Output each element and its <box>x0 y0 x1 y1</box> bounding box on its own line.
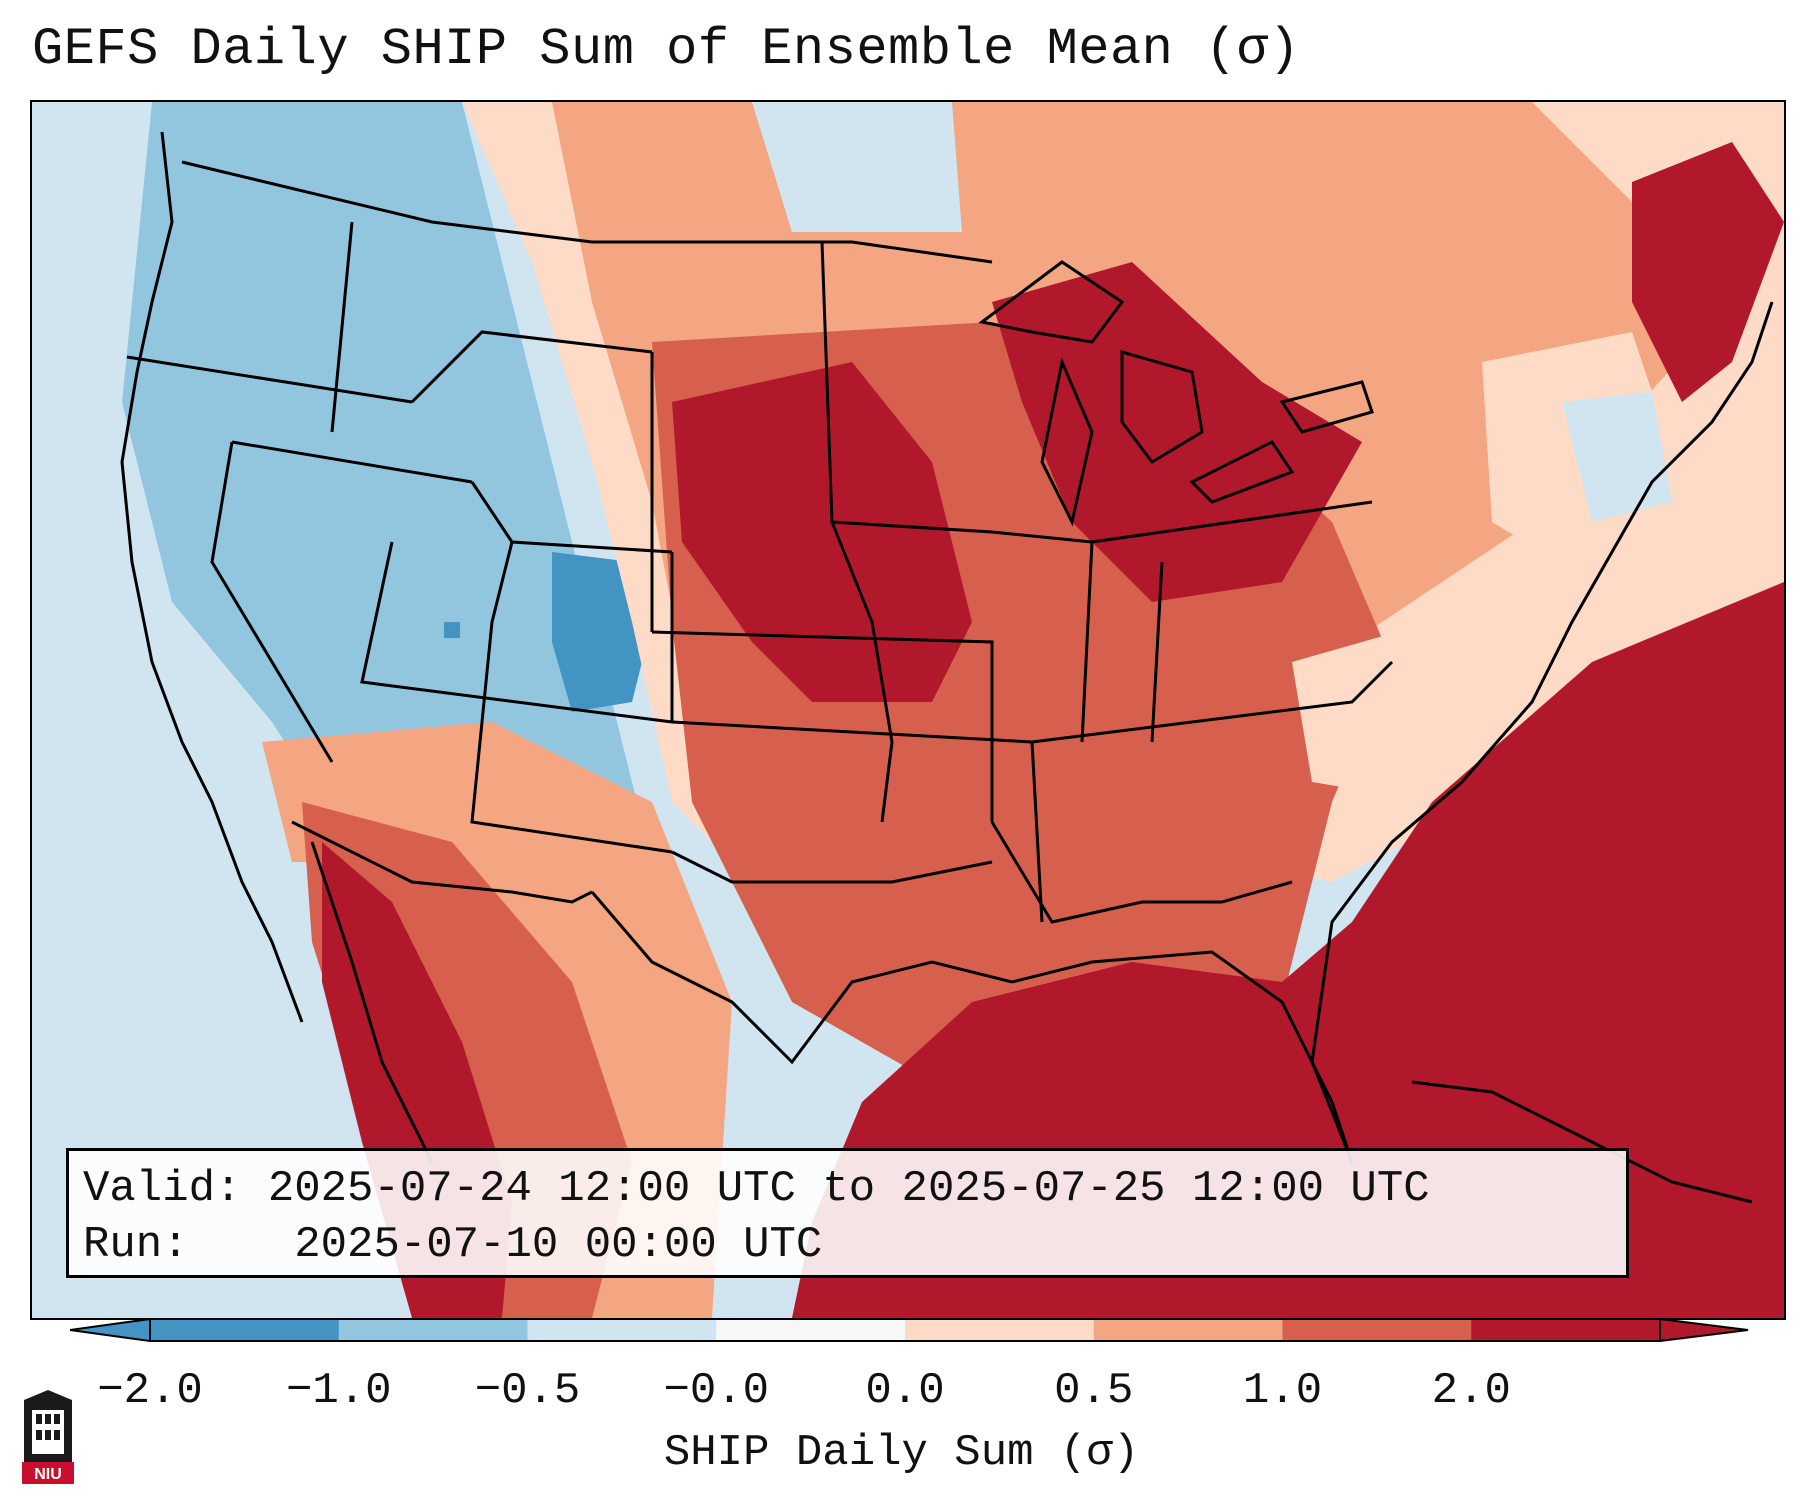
colorbar <box>70 1318 1749 1342</box>
colorbar-segment <box>716 1319 906 1341</box>
colorbar-tick-label: −0.0 <box>663 1366 770 1416</box>
colorbar-tick-label: 1.0 <box>1242 1366 1323 1416</box>
validity-info-box: Valid: 2025-07-24 12:00 UTC to 2025-07-2… <box>66 1148 1629 1278</box>
colorbar-extend-high <box>1659 1318 1749 1342</box>
colorbar-tick-label: 0.0 <box>865 1366 945 1416</box>
map-title: GEFS Daily SHIP Sum of Ensemble Mean (σ) <box>32 20 1301 79</box>
region-extreme-positive-plains <box>672 362 972 702</box>
colorbar-extend-low <box>70 1318 151 1342</box>
run-value: 2025-07-10 00:00 UTC <box>294 1220 823 1270</box>
colorbar-tick-label: 0.5 <box>1054 1366 1134 1416</box>
valid-label: Valid: <box>83 1164 242 1214</box>
colorbar-tick-label: −2.0 <box>97 1366 203 1416</box>
colorbar-segment <box>1093 1319 1283 1341</box>
svg-text:NIU: NIU <box>34 1466 62 1483</box>
colorbar-tick-label: 2.0 <box>1431 1366 1511 1416</box>
valid-value: 2025-07-24 12:00 UTC to 2025-07-25 12:00… <box>267 1164 1430 1214</box>
boundaries <box>120 131 1774 1204</box>
region-strong-negative-colorado <box>552 552 642 712</box>
colorbar-segment <box>338 1319 528 1341</box>
colorbar-label: SHIP Daily Sum (σ) <box>663 1428 1140 1478</box>
colorbar-segment <box>905 1319 1095 1341</box>
colorbar-segment <box>1282 1319 1472 1341</box>
map-panel[interactable] <box>30 100 1786 1320</box>
run-label: Run: <box>83 1220 189 1270</box>
colorbar-tick-label: −1.0 <box>285 1366 392 1416</box>
region-extreme-positive-atlantic-gulf <box>792 582 1784 1318</box>
niu-logo: NIU <box>22 1390 74 1484</box>
colorbar-tick-label: −0.5 <box>474 1366 581 1416</box>
ship-field-map <box>32 102 1784 1318</box>
colorbar-segment <box>527 1319 717 1341</box>
colorbar-segment <box>1471 1319 1661 1341</box>
colorbar-segment <box>150 1319 340 1341</box>
